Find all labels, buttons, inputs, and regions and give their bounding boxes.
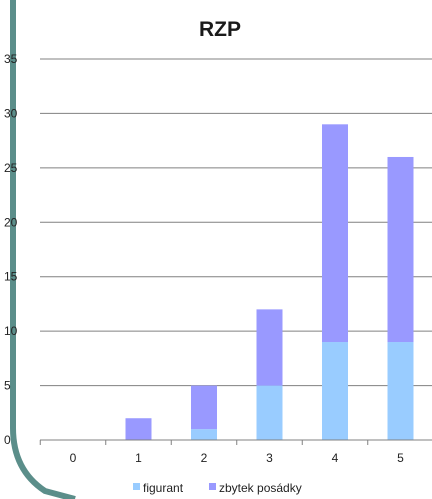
y-tick-label: 35 (4, 52, 18, 66)
legend-swatch (133, 483, 140, 490)
y-tick-label: 5 (4, 379, 11, 393)
chart-title: RZP (199, 18, 241, 41)
axes: 0 5 10 15 20 25 30 35 0 1 2 3 4 5 (4, 52, 432, 465)
bar-figurant (191, 429, 217, 440)
bar-figurant (322, 342, 348, 440)
legend-label: zbytek posádky (219, 481, 302, 495)
y-tick-label: 30 (4, 106, 18, 120)
legend-label: figurant (143, 481, 184, 495)
y-tick-label: 15 (4, 270, 18, 284)
legend-item-zbytek-posadky: zbytek posádky (209, 481, 302, 495)
x-tick-label: 4 (332, 451, 339, 465)
bar-figurant (256, 385, 283, 440)
legend-swatch (209, 483, 216, 490)
bar-zbytek-posadky (125, 418, 152, 440)
gridlines (40, 58, 432, 387)
legend-item-figurant: figurant (133, 481, 184, 495)
bar-zbytek-posadky (322, 124, 348, 343)
y-tick-label: 20 (4, 215, 18, 229)
bar-figurant (387, 342, 414, 440)
legend: figurant zbytek posádky (133, 481, 302, 495)
x-tick-label: 3 (266, 451, 273, 465)
y-tick-label: 25 (4, 161, 18, 175)
bars (125, 124, 414, 440)
bar-zbytek-posadky (256, 309, 283, 386)
x-tick-label: 1 (135, 451, 142, 465)
x-tick-label: 5 (397, 451, 404, 465)
bar-zbytek-posadky (387, 156, 414, 343)
frame-border (10, 0, 76, 499)
x-tick-label: 0 (70, 451, 77, 465)
y-tick-label: 0 (4, 433, 11, 447)
y-tick-label: 10 (4, 324, 18, 338)
x-tick-label: 2 (201, 451, 208, 465)
bar-zbytek-posadky (191, 385, 217, 430)
